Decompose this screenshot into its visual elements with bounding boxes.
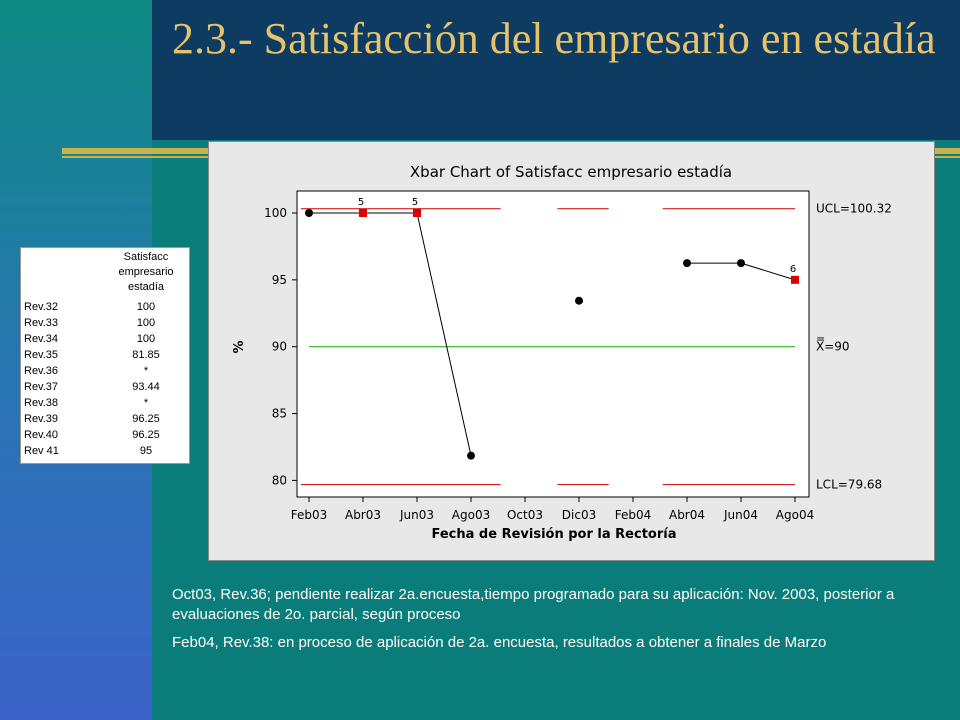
y-axis-label: % <box>232 340 247 353</box>
flagged-point <box>413 209 421 217</box>
table-row-value: 100 <box>136 301 156 313</box>
table-row-label: Rev.34 <box>24 333 59 345</box>
slide-title: 2.3.- Satisfacción del empresario en est… <box>172 14 936 63</box>
data-table: Satisfacc empresario estadía Rev.32 100 Re… <box>20 247 190 464</box>
table-row: Rev 41 95 <box>21 443 189 459</box>
y-tick-label: 90 <box>272 340 287 354</box>
x-tick-label: Feb03 <box>291 508 328 522</box>
table-row: Rev.32 100 <box>21 299 189 315</box>
table-row-value: 100 <box>136 333 156 345</box>
data-point <box>305 209 313 217</box>
note-paragraph: Feb04, Rev.38: en proceso de aplicación … <box>172 634 827 651</box>
table-header: Satisfacc empresario estadía <box>101 250 191 295</box>
table-row-label: Rev.33 <box>24 317 59 329</box>
x-tick-label: Oct03 <box>507 508 543 522</box>
data-point <box>737 259 745 268</box>
table-row-value: 96.25 <box>132 429 160 441</box>
center-label: X=90 <box>816 340 850 354</box>
table-row-label: Rev.35 <box>24 349 59 361</box>
table-row-value: 93.44 <box>132 381 160 393</box>
chart-title: Xbar Chart of Satisfacc empresario estad… <box>410 163 732 181</box>
data-point <box>467 451 475 460</box>
table-row: Rev.36 * <box>21 363 189 379</box>
table-row-value: 81.85 <box>132 349 160 361</box>
flag-label: 6 <box>790 264 796 275</box>
x-tick-label: Ago03 <box>452 508 490 522</box>
notes: Oct03, Rev.36; pendiente realizar 2a.enc… <box>172 585 912 661</box>
x-tick-label: Jun04 <box>723 508 758 522</box>
flagged-point <box>791 275 799 284</box>
y-tick-label: 100 <box>264 206 287 220</box>
table-row-label: Rev 41 <box>24 445 59 457</box>
table-row-value: * <box>143 365 149 377</box>
data-point <box>575 296 583 305</box>
x-tick-label: Dic03 <box>562 508 596 522</box>
table-header-line: empresario <box>118 266 174 278</box>
table-row-value: 95 <box>139 445 153 457</box>
table-row-label: Rev.39 <box>24 413 59 425</box>
lcl-label: LCL=79.68 <box>816 478 882 492</box>
table-row: Rev.39 96.25 <box>21 411 189 427</box>
plot-area <box>296 190 810 498</box>
x-tick-label: Feb04 <box>615 508 652 522</box>
ucl-label: UCL=100.32 <box>816 202 892 216</box>
x-axis-label: Fecha de Revisión por la Rectoría <box>432 527 677 542</box>
flagged-point <box>359 209 367 217</box>
series-segment <box>416 212 472 456</box>
table-header-line: estadía <box>127 281 165 293</box>
table-row: Rev.38 * <box>21 395 189 411</box>
table-row-label: Rev.38 <box>24 397 59 409</box>
flag-label: 5 <box>358 197 364 208</box>
x-tick-label: Abr04 <box>669 508 705 522</box>
chart-svg: Xbar Chart of Satisfacc empresario estad… <box>232 163 892 542</box>
table-row-label: Rev.37 <box>24 381 59 393</box>
x-tick-label: Abr03 <box>345 508 381 522</box>
table-row: Rev.37 93.44 <box>21 379 189 395</box>
table-row: Rev.40 96.25 <box>21 427 189 443</box>
title-band <box>152 0 960 140</box>
table-row: Rev.33 100 <box>21 315 189 331</box>
data-point <box>683 259 691 268</box>
table-row: Rev.34 100 <box>21 331 189 347</box>
table-row-value: * <box>143 397 149 409</box>
table-row: Rev.35 81.85 <box>21 347 189 363</box>
x-tick-label: Jun03 <box>399 508 434 522</box>
table-row-label: Rev.36 <box>24 365 59 377</box>
table-row-value: 96.25 <box>132 413 160 425</box>
center-bar-label: = <box>816 333 825 346</box>
table-row-label: Rev.40 <box>24 429 59 441</box>
y-tick-label: 85 <box>272 407 287 421</box>
note-paragraph: Oct03, Rev.36; pendiente realizar 2a.enc… <box>172 586 895 623</box>
xbar-chart: Xbar Chart of Satisfacc empresario estad… <box>208 141 935 561</box>
x-tick-label: Ago04 <box>776 508 814 522</box>
table-row-label: Rev.32 <box>24 301 59 313</box>
flag-label: 5 <box>412 197 418 208</box>
table-header-line: Satisfacc <box>123 251 169 263</box>
y-tick-label: 80 <box>272 473 287 487</box>
y-tick-label: 95 <box>272 273 287 287</box>
table-row-value: 100 <box>136 317 156 329</box>
series-segment <box>740 262 796 281</box>
